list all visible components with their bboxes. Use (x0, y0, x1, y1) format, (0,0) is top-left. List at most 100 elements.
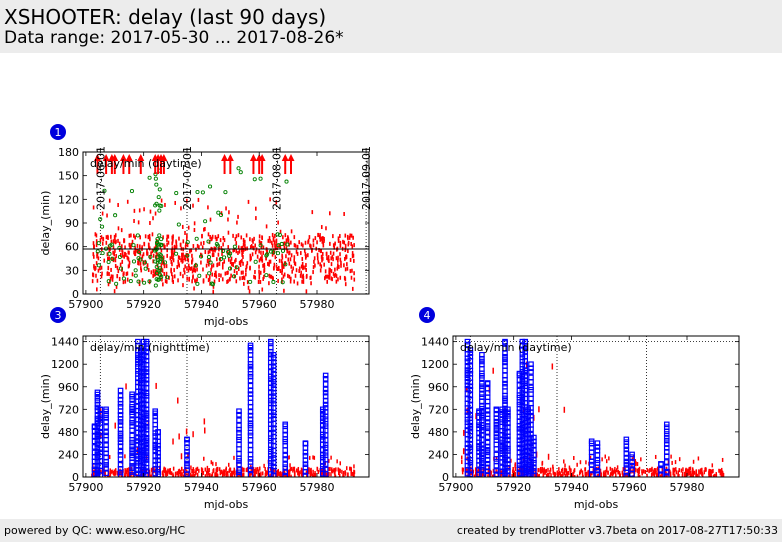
nighttime-point (502, 433, 508, 439)
nighttime-point (502, 363, 508, 369)
page-header: XSHOOTER: delay (last 90 days) Data rang… (0, 0, 782, 53)
nighttime-point (184, 440, 190, 446)
nighttime-point (629, 459, 635, 466)
nighttime-point (464, 396, 471, 402)
nighttime-point (629, 466, 635, 472)
nighttime-point (519, 424, 526, 431)
nighttime-point (137, 405, 144, 411)
flats-point (227, 266, 233, 271)
nighttime-point (117, 462, 124, 468)
nighttime-point (247, 373, 254, 380)
nighttime-point-max (155, 429, 161, 435)
flats-point (155, 237, 160, 242)
nighttime-point (135, 403, 141, 410)
flats-point (268, 249, 274, 254)
nighttime-point (103, 470, 109, 477)
outlier-arrow (226, 154, 234, 174)
flats-point (128, 279, 133, 284)
nighttime-point (663, 441, 670, 447)
nighttime-point (464, 470, 471, 477)
y-tick-label: 0 (442, 471, 449, 484)
flats-point (157, 187, 162, 192)
nighttime-point (493, 421, 500, 428)
nighttime-point (152, 452, 159, 459)
nighttime-point-max (525, 406, 531, 413)
nighttime-point (129, 469, 135, 475)
outlier-arrow-head (125, 154, 133, 161)
nighttime-point (247, 459, 254, 465)
nighttime-point (103, 462, 109, 468)
flats-point (147, 175, 152, 180)
flats-point (195, 189, 200, 195)
flats-point (271, 250, 276, 255)
nighttime-point (137, 425, 144, 432)
nighttime-point (322, 393, 329, 399)
nighttime-point (623, 462, 630, 468)
nighttime-point-max (282, 421, 289, 428)
flats-point (232, 244, 237, 249)
nighttime-point (522, 383, 529, 390)
nighttime-point (522, 431, 529, 437)
x-tick-label: 57980 (300, 481, 335, 494)
nighttime-point (247, 416, 254, 423)
nighttime-point (479, 457, 485, 464)
nighttime-point (516, 444, 523, 451)
nighttime-point (479, 464, 485, 470)
flats-point (279, 241, 284, 247)
nighttime-point (464, 378, 471, 385)
outlier-arrow-head (93, 154, 101, 161)
nighttime-point (270, 473, 277, 477)
nighttime-point (103, 418, 109, 425)
nighttime-point (467, 422, 474, 429)
nighttime-point (502, 383, 508, 390)
nighttime-point (247, 442, 254, 449)
nighttime-point (663, 473, 670, 477)
nighttime-point (322, 401, 329, 408)
nighttime-point (97, 432, 104, 439)
flats-point (106, 279, 111, 284)
nighttime-point (270, 412, 277, 419)
nighttime-point (302, 452, 309, 459)
nighttime-point (117, 422, 124, 428)
nighttime-point-max (322, 372, 329, 379)
nighttime-point (467, 415, 474, 422)
badge-circle (419, 307, 435, 323)
nighttime-point (516, 426, 523, 432)
nighttime-point (467, 412, 474, 419)
nighttime-point (129, 423, 135, 429)
nighttime-point-max (137, 348, 144, 354)
flats-point (135, 233, 140, 238)
nighttime-point (493, 418, 500, 425)
plot-4: 0 240 480 720 960 1200 1440 57900 57920 57940 5796… (409, 307, 740, 511)
nighttime-point (502, 380, 508, 387)
badge-label: 3 (55, 309, 62, 322)
nighttime-point-max (184, 436, 190, 443)
nighttime-point (594, 457, 601, 464)
data-range-subtitle: Data range: 2017-05-30 ... 2017-08-26* (4, 28, 344, 48)
nighttime-point (143, 372, 150, 379)
nighttime-point (184, 460, 190, 467)
nighttime-point-max (467, 347, 474, 353)
nighttime-point-max (135, 338, 141, 345)
flats-point (223, 190, 228, 195)
nighttime-point (519, 361, 526, 368)
nighttime-point (155, 445, 161, 452)
nighttime-point (270, 393, 277, 399)
flats-point (176, 222, 181, 227)
flats-point (131, 243, 136, 248)
nighttime-point (270, 429, 277, 436)
flats-point (227, 253, 232, 258)
nighttime-point (270, 363, 277, 369)
x-tick-label: 57960 (242, 481, 277, 494)
nighttime-point (467, 452, 474, 459)
flats-point (258, 243, 263, 248)
flats-point (208, 260, 213, 265)
outlier-arrow-head (287, 154, 295, 161)
y-tick-label: 1200 (51, 358, 79, 371)
flats-point (210, 282, 215, 287)
nighttime-point (623, 446, 630, 453)
nighttime-point (322, 386, 329, 393)
nighttime-point (270, 370, 277, 377)
flats-point (131, 259, 137, 264)
nighttime-point (663, 424, 670, 431)
